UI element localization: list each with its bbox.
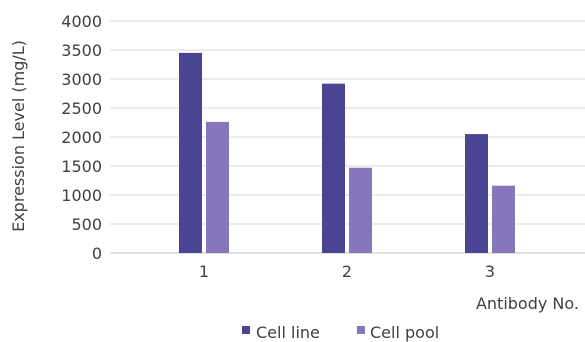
legend-swatch-cell-line bbox=[242, 326, 250, 334]
legend-label-cell-line: Cell line bbox=[256, 323, 320, 342]
y-axis-title: Expression Level (mg/L) bbox=[9, 40, 28, 232]
x-tick-labels: 1 2 3 bbox=[199, 262, 495, 281]
bar-cell-line-2 bbox=[322, 84, 345, 253]
bar-cell-line-3 bbox=[465, 134, 488, 253]
bars bbox=[179, 53, 515, 253]
x-tick-label: 2 bbox=[342, 262, 352, 281]
x-tick-label: 3 bbox=[485, 262, 495, 281]
y-tick-label: 500 bbox=[71, 215, 102, 234]
y-tick-label: 3500 bbox=[61, 41, 102, 60]
y-tick-labels: 0 500 1000 1500 2000 2500 3000 3500 4000 bbox=[61, 12, 102, 263]
legend-label-cell-pool: Cell pool bbox=[370, 323, 439, 342]
y-tick-label: 1500 bbox=[61, 157, 102, 176]
y-tick-label: 4000 bbox=[61, 12, 102, 31]
bar-cell-pool-1 bbox=[206, 122, 229, 253]
y-tick-label: 1000 bbox=[61, 186, 102, 205]
y-tick-label: 3000 bbox=[61, 70, 102, 89]
legend-swatch-cell-pool bbox=[357, 326, 365, 334]
bar-cell-pool-3 bbox=[492, 186, 515, 253]
y-tick-label: 2500 bbox=[61, 99, 102, 118]
x-tick-label: 1 bbox=[199, 262, 209, 281]
y-tick-label: 2000 bbox=[61, 128, 102, 147]
x-axis-title: Antibody No. bbox=[476, 294, 579, 313]
legend: Cell line Cell pool bbox=[242, 323, 439, 342]
bar-cell-pool-2 bbox=[349, 168, 372, 253]
bar-cell-line-1 bbox=[179, 53, 202, 253]
y-tick-label: 0 bbox=[92, 244, 102, 263]
